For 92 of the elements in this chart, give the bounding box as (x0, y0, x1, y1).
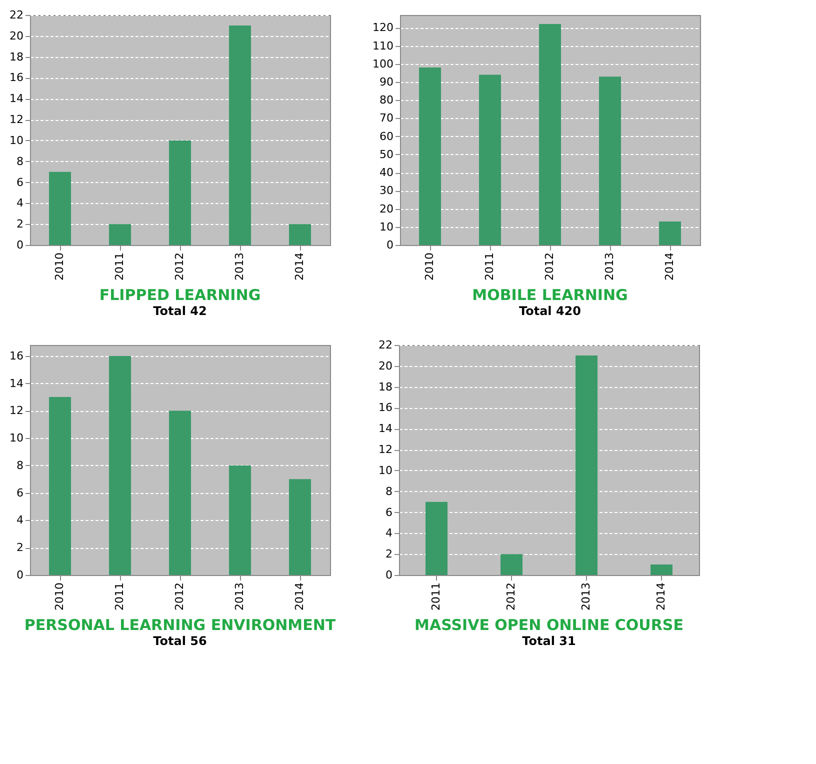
y-tick-label: 90 (380, 76, 394, 89)
text: PERSONAL LEARNING ENVIRONMENT (24, 616, 336, 634)
y-tick-label: 10 (10, 432, 24, 445)
x-tick-label: 2012 (173, 252, 186, 280)
y-tick-label: 16 (10, 349, 24, 362)
bar (419, 68, 441, 245)
y-tick-label: 20 (10, 29, 24, 42)
bar (539, 24, 561, 245)
y-tick-label: 10 (378, 464, 392, 477)
text: MASSIVE OPEN ONLINE COURSE (414, 616, 684, 634)
text: FLIPPED LEARNING (99, 286, 261, 304)
bar (229, 465, 251, 575)
bar (659, 221, 681, 245)
y-tick-label: 18 (378, 380, 392, 394)
y-tick-label: 0 (386, 238, 394, 252)
y-tick-label: 80 (380, 94, 394, 107)
bar (650, 564, 672, 575)
y-tick-label: 70 (380, 112, 394, 125)
y-tick-label: 14 (10, 92, 24, 106)
x-tick-label: 2011 (113, 252, 126, 280)
x-tick-label: 2010 (53, 252, 66, 280)
x-tick-label: 2010 (423, 252, 436, 280)
text: MOBILE LEARNING (472, 286, 628, 304)
y-tick-label: 10 (10, 134, 24, 147)
x-tick-label: 2014 (293, 582, 306, 610)
y-tick-label: 22 (10, 8, 24, 22)
y-tick-label: 8 (16, 458, 24, 472)
y-tick-label: 12 (10, 404, 24, 418)
x-tick-label: 2011 (113, 582, 126, 610)
y-tick-label: 120 (372, 21, 394, 34)
y-tick-label: 18 (10, 50, 24, 64)
bar (169, 410, 191, 575)
bar (576, 355, 598, 575)
x-tick-label: 2011 (430, 582, 442, 610)
y-tick-label: 10 (380, 220, 394, 234)
y-tick-label: 0 (16, 568, 24, 582)
x-tick-label: 2011 (483, 252, 496, 280)
y-tick-label: 20 (378, 359, 392, 372)
y-tick-label: 12 (10, 113, 24, 126)
text: Total 56 (153, 634, 207, 648)
y-tick-label: 14 (10, 376, 24, 390)
x-tick-label: 2012 (504, 582, 518, 610)
y-tick-label: 2 (386, 548, 392, 561)
x-tick-label: 2013 (233, 582, 246, 610)
y-tick-label: 4 (16, 196, 24, 210)
y-tick-label: 60 (380, 130, 394, 143)
y-tick-label: 2 (16, 541, 24, 554)
x-tick-label: 2014 (654, 582, 668, 610)
x-tick-label: 2013 (580, 582, 592, 610)
y-tick-label: 4 (386, 526, 392, 540)
x-tick-label: 2012 (543, 252, 556, 280)
y-tick-label: 16 (378, 401, 392, 414)
bar (49, 397, 71, 575)
text: Total 420 (518, 304, 582, 318)
y-tick-label: 6 (16, 486, 24, 500)
y-tick-label: 30 (380, 184, 394, 198)
bar (229, 25, 251, 245)
y-tick-label: 14 (378, 422, 392, 436)
bar (289, 479, 311, 575)
bar (479, 74, 501, 245)
y-tick-label: 110 (372, 39, 394, 52)
x-tick-label: 2013 (233, 252, 246, 280)
bar (500, 554, 522, 575)
y-tick-label: 6 (16, 176, 24, 189)
y-tick-label: 22 (378, 338, 392, 352)
y-tick-label: 50 (380, 148, 394, 161)
y-tick-label: 100 (372, 57, 394, 70)
y-tick-label: 8 (386, 484, 392, 498)
bar (426, 502, 448, 575)
text: Total 42 (153, 304, 207, 318)
y-tick-label: 8 (16, 154, 24, 168)
y-tick-label: 4 (16, 514, 24, 527)
x-tick-label: 2012 (173, 582, 186, 610)
y-tick-label: 6 (386, 506, 392, 519)
x-tick-label: 2010 (53, 582, 66, 610)
bar (169, 140, 191, 245)
y-tick-label: 16 (10, 71, 24, 84)
bar (109, 224, 131, 245)
y-tick-label: 20 (380, 202, 394, 216)
x-tick-label: 2013 (603, 252, 616, 280)
bar (289, 224, 311, 245)
x-tick-label: 2014 (293, 252, 306, 280)
y-tick-label: 40 (380, 166, 394, 180)
y-tick-label: 12 (378, 443, 392, 456)
x-tick-label: 2014 (663, 252, 676, 280)
y-tick-label: 0 (16, 238, 24, 252)
y-tick-label: 2 (16, 218, 24, 231)
text: Total 31 (522, 634, 576, 648)
y-tick-label: 0 (386, 568, 392, 582)
bar (109, 356, 131, 575)
bar (49, 172, 71, 245)
bar (599, 76, 621, 245)
